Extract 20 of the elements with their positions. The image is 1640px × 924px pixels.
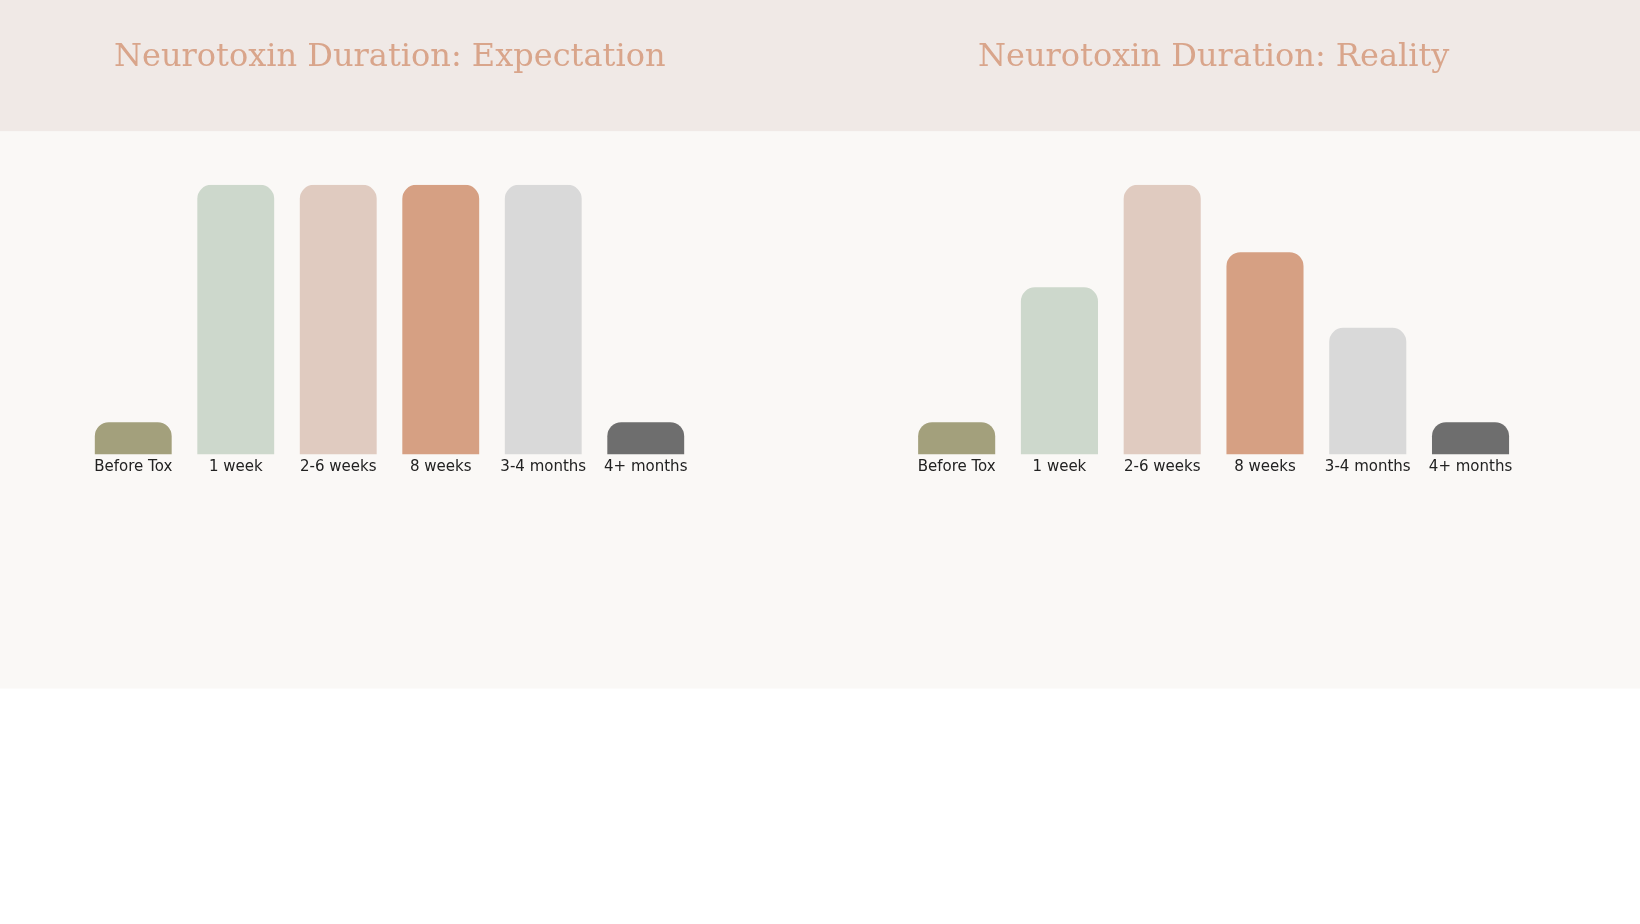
x-tick-label: 8 weeks: [1234, 456, 1296, 475]
x-tick-label: 4+ months: [1428, 456, 1513, 475]
x-tick-label: 8 weeks: [409, 456, 472, 475]
x-tick-label: 4+ months: [604, 456, 688, 475]
x-tick-label: 3-4 months: [500, 456, 587, 475]
x-tick-label: 2-6 weeks: [300, 456, 377, 475]
bar: [1431, 422, 1510, 455]
x-tick-label: 3-4 months: [1324, 456, 1411, 475]
x-tick-label: Before Tox: [917, 456, 996, 475]
x-tick-label: Before Tox: [94, 456, 173, 475]
chart-title: Neurotoxin Duration: Expectation: [114, 36, 666, 74]
bar: [1123, 184, 1201, 455]
x-tick-label: 1 week: [208, 456, 263, 475]
x-tick-label: 1 week: [1032, 456, 1087, 475]
bar: [1020, 287, 1098, 455]
bar: [1329, 327, 1407, 455]
chart-title: Neurotoxin Duration: Reality: [978, 36, 1450, 74]
bar: [1226, 252, 1304, 455]
bar: [918, 422, 996, 455]
x-tick-label: 2-6 weeks: [1123, 456, 1201, 475]
